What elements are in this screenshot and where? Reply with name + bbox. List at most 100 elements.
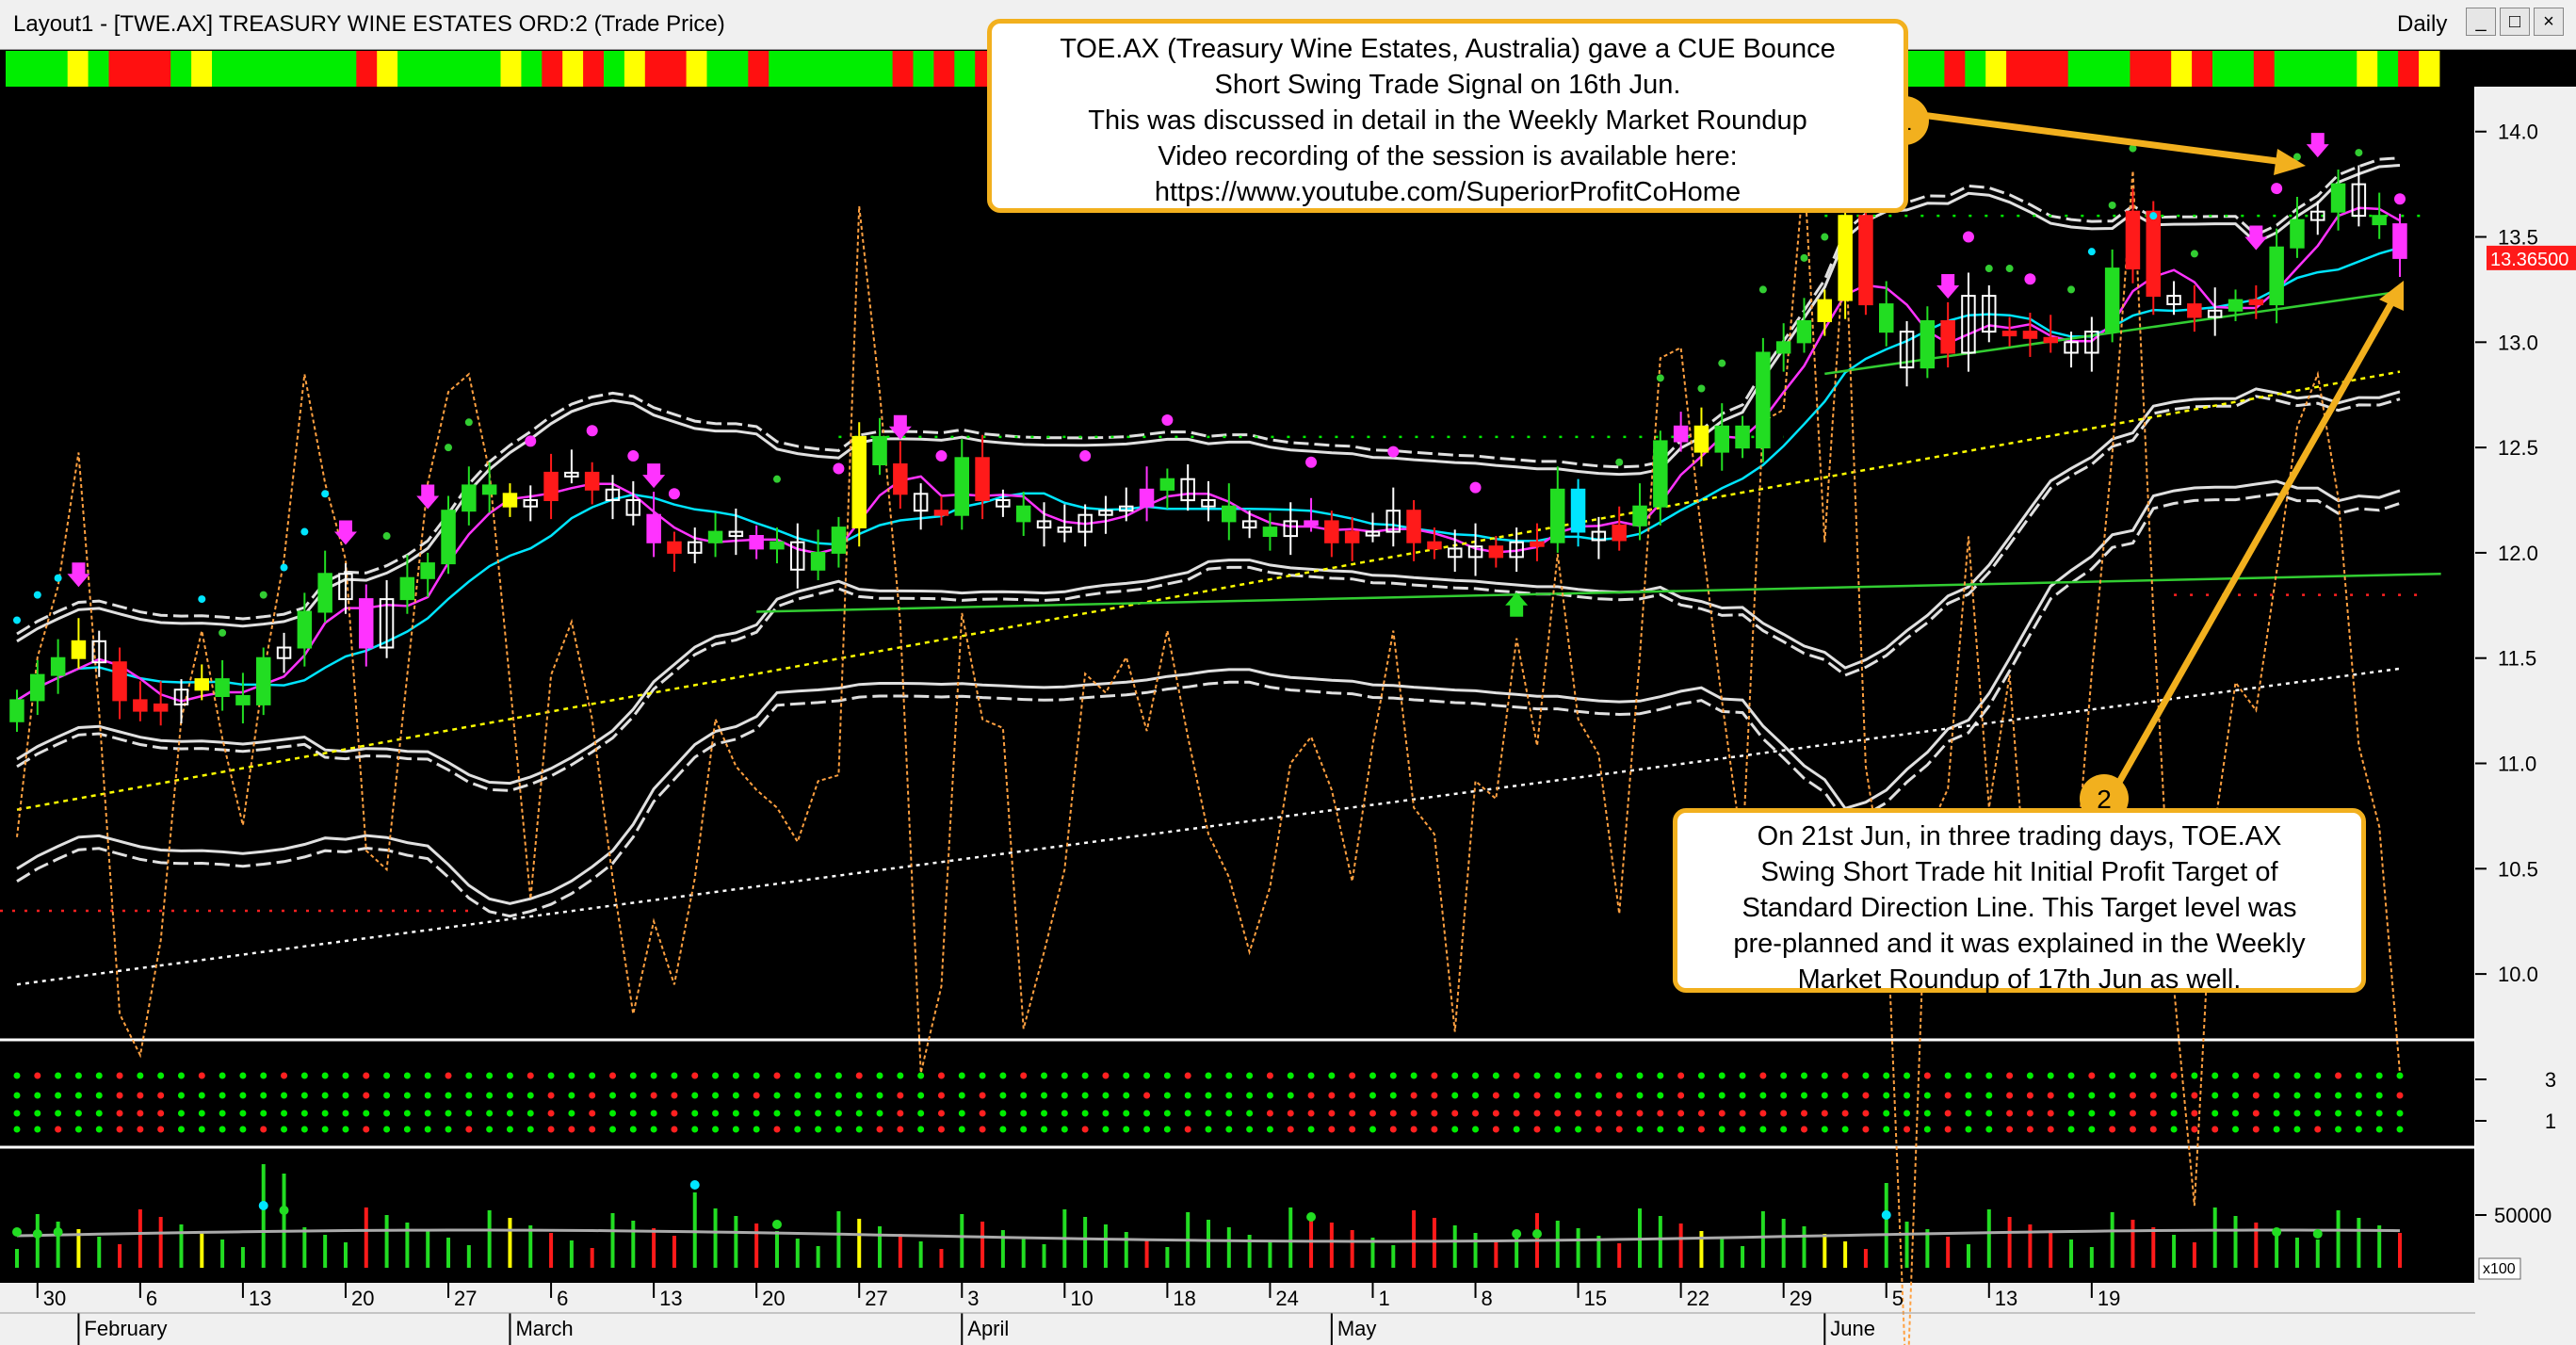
indicator-dot bbox=[1739, 1110, 1746, 1117]
indicator-dot bbox=[2191, 1092, 2198, 1099]
candle bbox=[1509, 541, 1524, 559]
indicator-dot bbox=[958, 1126, 965, 1133]
indicator-dot bbox=[794, 1072, 802, 1079]
indicator-dot bbox=[1615, 1072, 1623, 1079]
indicator-dot bbox=[219, 1072, 226, 1079]
indicator-dot bbox=[1492, 1092, 1499, 1099]
indicator-dot bbox=[568, 1092, 575, 1099]
indicator-dot bbox=[2232, 1126, 2240, 1133]
indicator-dot bbox=[1163, 1110, 1171, 1117]
indicator-dot bbox=[650, 1126, 657, 1133]
strip-segment bbox=[892, 51, 914, 87]
day-label: 15 bbox=[1584, 1287, 1607, 1310]
indicator-dot bbox=[1677, 1092, 1685, 1099]
indicator-dot bbox=[2375, 1126, 2383, 1133]
green-dot-signal bbox=[219, 628, 227, 637]
candle bbox=[1139, 488, 1155, 508]
indicator-dot bbox=[1739, 1126, 1746, 1133]
indicator-dot bbox=[1554, 1126, 1562, 1133]
strip-segment bbox=[170, 51, 192, 87]
green-dot-signal bbox=[2129, 144, 2137, 153]
indicator-dot bbox=[1143, 1126, 1151, 1133]
day-label: 19 bbox=[2098, 1287, 2120, 1310]
outer-band-line bbox=[16, 479, 2401, 905]
indicator-dot bbox=[753, 1092, 760, 1099]
indicator-dot bbox=[1595, 1092, 1602, 1099]
maximize-button[interactable]: □ bbox=[2500, 8, 2530, 36]
indicator-dot bbox=[1554, 1072, 1562, 1079]
indicator-dot bbox=[2355, 1072, 2362, 1079]
indicator-dot bbox=[1554, 1110, 1562, 1117]
strip-segment bbox=[1923, 51, 1945, 87]
candle bbox=[1940, 320, 1955, 354]
candles bbox=[9, 165, 2407, 732]
indicator-dot bbox=[1389, 1126, 1397, 1133]
indicator-dot bbox=[1020, 1110, 1028, 1117]
indicator-dot bbox=[1246, 1126, 1254, 1133]
strip-segment bbox=[2047, 51, 2069, 87]
strip-segment bbox=[335, 51, 357, 87]
indicator-dot bbox=[34, 1092, 41, 1099]
indicator-dot bbox=[1904, 1126, 1911, 1133]
indicator-dot bbox=[1081, 1110, 1089, 1117]
indicator-dot bbox=[2375, 1072, 2383, 1079]
indicator-dot bbox=[198, 1072, 205, 1079]
indicator-dot bbox=[219, 1126, 226, 1133]
indicator-dot bbox=[1349, 1126, 1356, 1133]
strip-segment bbox=[2274, 51, 2296, 87]
indicator-dot bbox=[712, 1110, 720, 1117]
close-button[interactable]: × bbox=[2534, 8, 2564, 36]
indicator-dot bbox=[876, 1072, 883, 1079]
indicator-dot bbox=[1492, 1072, 1499, 1079]
indicator-dot bbox=[917, 1072, 925, 1079]
day-label: 20 bbox=[762, 1287, 785, 1310]
indicator-dot bbox=[2047, 1110, 2054, 1117]
timeframe-label[interactable]: Daily bbox=[2397, 11, 2448, 37]
indicator-dot bbox=[2006, 1110, 2014, 1117]
indicator-dot bbox=[1697, 1072, 1705, 1079]
cyan-dot-signal bbox=[321, 490, 330, 498]
indicator-dot bbox=[815, 1126, 822, 1133]
price-tick-label: 11.0 bbox=[2498, 753, 2536, 776]
indicator-dot bbox=[2396, 1072, 2404, 1079]
green-dot-signal bbox=[464, 418, 473, 427]
indicator-dot bbox=[1904, 1092, 1911, 1099]
indicator-dot bbox=[1472, 1092, 1480, 1099]
indicator-dot bbox=[198, 1110, 205, 1117]
indicator-dot bbox=[95, 1110, 103, 1117]
indicator-dot bbox=[1102, 1072, 1110, 1079]
indicator-dot bbox=[937, 1126, 945, 1133]
candle bbox=[276, 646, 292, 659]
indicator-dot bbox=[177, 1126, 185, 1133]
volume-signal-dot bbox=[1531, 1229, 1542, 1239]
indicator-dot bbox=[1944, 1092, 1952, 1099]
indicator-dot bbox=[1657, 1072, 1664, 1079]
indicator-dot bbox=[1554, 1092, 1562, 1099]
candle bbox=[605, 488, 621, 501]
strip-segment bbox=[2130, 51, 2151, 87]
indicator-dot bbox=[1923, 1126, 1931, 1133]
candle bbox=[2351, 183, 2367, 218]
day-label: 20 bbox=[351, 1287, 374, 1310]
support-line bbox=[756, 573, 2441, 613]
strip-segment bbox=[377, 51, 398, 87]
indicator-dot bbox=[2355, 1092, 2362, 1099]
month-label: May bbox=[1337, 1317, 1377, 1340]
cyan-dot-signal bbox=[13, 616, 21, 624]
indicator-dot bbox=[342, 1092, 349, 1099]
candle bbox=[1632, 505, 1647, 527]
indicator-dot bbox=[1780, 1110, 1788, 1117]
indicator-dot bbox=[1657, 1092, 1664, 1099]
minimize-button[interactable]: _ bbox=[2466, 8, 2496, 36]
indicator-dot bbox=[1163, 1126, 1171, 1133]
candle bbox=[2043, 336, 2058, 344]
indicator-dot bbox=[1431, 1110, 1438, 1117]
indicator-dot bbox=[1883, 1110, 1890, 1117]
indicator-dot bbox=[55, 1072, 62, 1079]
indicator-dot bbox=[1163, 1072, 1171, 1079]
indicator-dot bbox=[2109, 1110, 2116, 1117]
indicator-dot bbox=[116, 1126, 123, 1133]
indicator-dot bbox=[2170, 1072, 2178, 1079]
candle bbox=[2166, 295, 2181, 306]
indicator-dot bbox=[1451, 1126, 1459, 1133]
